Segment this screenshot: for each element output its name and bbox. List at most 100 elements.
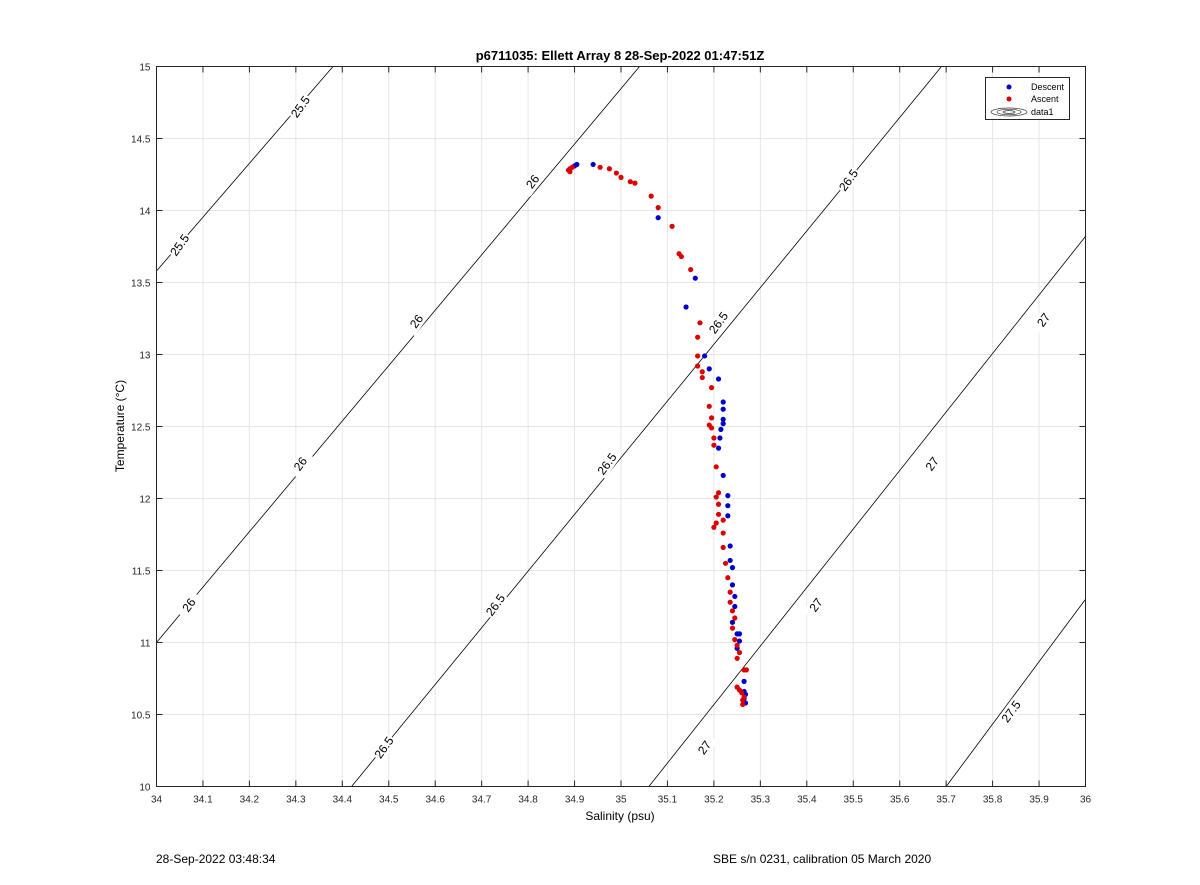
- x-tick-label: 34.5: [379, 795, 399, 806]
- ascent-point: [729, 625, 736, 631]
- ascent-point: [740, 697, 746, 703]
- ascent-point: [713, 520, 719, 526]
- density-contour-label-bg: [705, 308, 732, 338]
- y-tick-label: 14: [139, 207, 151, 218]
- descent-point: [727, 557, 733, 564]
- density-contour-line: [156, 66, 640, 643]
- ascent-point: [739, 690, 745, 696]
- ascent-point: [648, 193, 654, 199]
- descent-point: [732, 603, 738, 610]
- ascent-point: [734, 642, 740, 648]
- descent-point: [741, 678, 747, 684]
- descent-point: [729, 565, 736, 571]
- y-tick-label: 12: [139, 495, 151, 506]
- density-contour-label-bg: [997, 696, 1025, 727]
- ascent-point: [632, 180, 638, 186]
- descent-point: [683, 304, 689, 310]
- y-tick-label: 12.5: [131, 423, 151, 434]
- ascent-point: [706, 403, 712, 409]
- ascent-point: [567, 169, 573, 175]
- ascent-point: [715, 501, 722, 507]
- data-points: [565, 161, 750, 708]
- ascent-point: [715, 490, 722, 496]
- ascent-point: [732, 615, 738, 621]
- x-tick-label: 35: [615, 795, 627, 806]
- descent-point: [729, 619, 736, 625]
- x-tick-label: 34.1: [193, 795, 213, 806]
- ascent-point: [695, 363, 701, 369]
- ascent-point: [722, 560, 729, 566]
- ascent-point: [708, 415, 715, 421]
- x-tick-label: 35.7: [936, 795, 956, 806]
- x-tick-label: 35.6: [890, 795, 910, 806]
- descent-point: [725, 513, 731, 519]
- y-tick-label: 14.5: [131, 135, 151, 146]
- ascent-point: [597, 164, 603, 170]
- density-contour-label-bg: [918, 449, 946, 479]
- x-tick-label: 35.8: [983, 795, 1003, 806]
- legend-descent-marker: [1006, 84, 1012, 90]
- density-contour-label-bg: [370, 732, 398, 763]
- descent-point: [725, 493, 731, 499]
- ascent-point: [606, 166, 612, 172]
- legend: Descent Ascent data1: [985, 77, 1070, 120]
- ascent-point: [618, 174, 624, 180]
- ascent-point: [711, 442, 717, 448]
- x-tick-label: 34.9: [565, 795, 585, 806]
- descent-point: [725, 503, 731, 509]
- legend-descent-label: Descent: [1031, 82, 1065, 92]
- ascent-point: [713, 464, 719, 470]
- ascent-point: [713, 494, 719, 500]
- y-tick-label: 11.5: [132, 567, 151, 578]
- y-tick-label: 10.5: [131, 711, 151, 722]
- x-tick-label: 34.2: [240, 795, 260, 806]
- descent-point: [720, 472, 726, 479]
- descent-point: [729, 582, 736, 588]
- y-tick-label: 13.5: [131, 279, 151, 290]
- y-axis-ticks: 10 10.5 11 11.5 12 12.5 13 13.5 14 14.5 15: [131, 63, 1086, 794]
- x-tick-label: 35.2: [704, 795, 724, 806]
- ascent-point: [720, 544, 726, 551]
- x-tick-label: 35.9: [1029, 795, 1049, 806]
- ascent-point: [699, 369, 705, 375]
- ascent-point: [727, 589, 733, 595]
- legend-ascent-label: Ascent: [1031, 94, 1059, 104]
- ascent-point: [734, 655, 740, 661]
- ascent-point: [569, 164, 575, 170]
- x-tick-label: 34.8: [518, 795, 538, 806]
- ascent-point: [669, 223, 675, 229]
- x-tick-label: 34.4: [333, 795, 353, 806]
- ascent-point: [720, 517, 726, 523]
- density-contour-label-bg: [287, 92, 314, 122]
- density-contour-label-bg: [482, 590, 509, 620]
- ascent-point: [708, 385, 715, 391]
- ascent-point: [708, 425, 715, 431]
- ascent-point: [688, 266, 694, 273]
- density-contour-line: [648, 236, 1086, 787]
- density-contour-label-bg: [835, 165, 862, 195]
- ascent-point: [725, 575, 731, 581]
- y-tick-label: 15: [139, 63, 151, 74]
- ascent-point: [697, 320, 703, 326]
- x-tick-label: 34: [151, 795, 163, 806]
- x-tick-label: 35.1: [658, 795, 678, 806]
- descent-point: [727, 543, 733, 549]
- descent-point: [720, 399, 726, 405]
- ascent-point: [729, 608, 736, 614]
- density-contour-label-bg: [287, 449, 314, 479]
- legend-ascent-marker: [1006, 96, 1012, 102]
- ascent-point: [711, 524, 717, 530]
- descent-point: [590, 161, 596, 168]
- ascent-point: [695, 334, 701, 340]
- descent-point: [715, 376, 722, 382]
- descent-point: [717, 435, 723, 441]
- descent-point: [655, 215, 661, 221]
- ascent-point: [743, 667, 750, 673]
- descent-point: [715, 445, 722, 451]
- ascent-point: [736, 649, 743, 656]
- descent-point: [702, 353, 708, 359]
- descent-point: [574, 161, 580, 168]
- ascent-point: [627, 179, 633, 185]
- x-tick-label: 35.4: [797, 795, 817, 806]
- ascent-point: [715, 511, 722, 517]
